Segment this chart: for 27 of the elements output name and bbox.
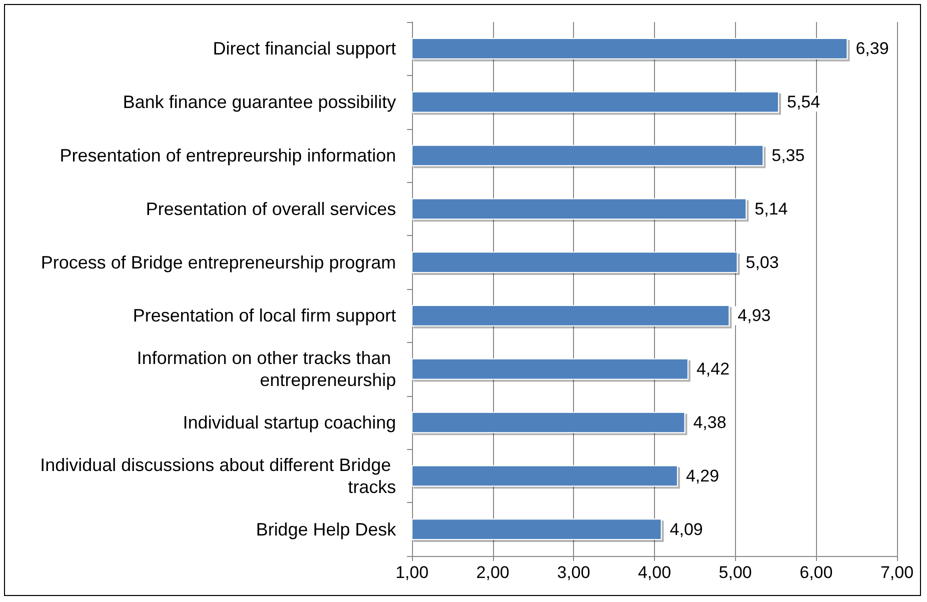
data-label: 4,38 [693,413,726,432]
y-tick-label: Presentation of entrepreurship information [60,146,396,166]
data-label: 5,03 [746,252,779,272]
data-label: 5,14 [754,199,788,218]
y-tick-label: Individual discussions about different Bridge tracks [40,454,396,497]
y-tick-label: Bank finance guarantee possibility [122,92,396,112]
y-tick-label: Information on other tracks than entrepreneurship [136,348,396,390]
data-label: 6,39 [856,39,889,58]
x-tick-label: 3,00 [557,563,590,582]
data-label: 4,42 [696,360,730,379]
y-tick-label: Presentation of overall services [146,198,396,219]
x-tick-label: 2,00 [476,563,510,582]
y-tick-label: Presentation of local firm support [132,306,396,326]
y-tick-label: Bridge Help Desk [256,519,397,540]
data-label: 4,93 [738,306,771,326]
x-tick-label: 6,00 [800,563,833,582]
y-tick-label: Individual startup coaching [182,412,396,432]
x-tick-label: 5,00 [718,563,752,582]
y-tick-label: Direct financial support [212,38,396,59]
data-label: 5,35 [772,146,805,165]
x-tick-label: 7,00 [880,563,914,582]
data-label: 4,29 [686,466,720,486]
y-tick-label: Process of Bridge entrepreneurship program [40,252,396,272]
x-tick-label: 4,00 [638,563,672,582]
data-label: 4,09 [670,520,703,539]
x-tick-label: 1,00 [395,563,429,582]
data-label: 5,54 [786,92,820,112]
